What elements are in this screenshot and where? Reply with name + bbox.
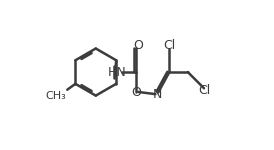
Text: N: N: [153, 88, 162, 101]
Text: O: O: [132, 86, 141, 99]
Text: CH₃: CH₃: [46, 91, 67, 101]
Text: Cl: Cl: [198, 84, 210, 97]
Text: Cl: Cl: [163, 39, 176, 52]
Text: O: O: [133, 39, 143, 52]
Text: HN: HN: [108, 66, 127, 79]
